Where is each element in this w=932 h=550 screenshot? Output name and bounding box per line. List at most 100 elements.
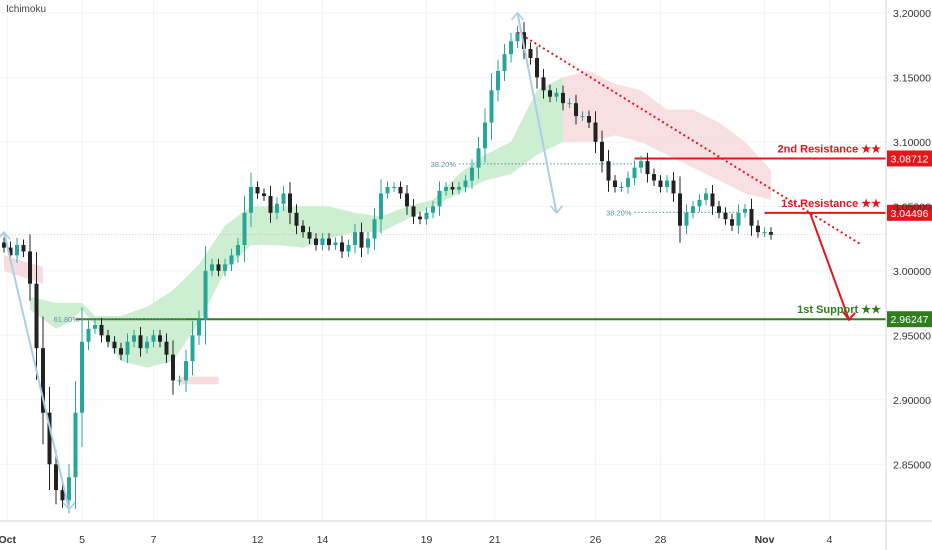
candle-body	[340, 242, 344, 252]
candle-body	[541, 77, 546, 91]
candle-body	[54, 464, 58, 491]
projection-arrow-line	[809, 212, 850, 321]
candle-body	[353, 232, 357, 246]
candle-body	[93, 324, 97, 329]
candle-body	[411, 206, 416, 217]
candle-body	[333, 242, 338, 246]
candle-body	[21, 245, 26, 252]
candle-body	[184, 361, 188, 381]
candle-body	[431, 206, 435, 213]
time-tick-label: 7	[151, 534, 157, 546]
first-support-price-value: 2.96247	[891, 314, 929, 326]
candle-body	[73, 412, 78, 478]
price-tick-label: 2.85000	[893, 459, 931, 471]
candle-body	[606, 161, 611, 181]
candle-body	[346, 245, 351, 252]
candle-body	[112, 341, 117, 349]
projection-arrow-head	[842, 311, 856, 322]
candle-body	[769, 232, 773, 235]
time-tick-label: 26	[590, 534, 602, 546]
time-tick-label: Nov	[755, 534, 775, 546]
swing-line	[3, 231, 70, 510]
swing-chevron-top	[0, 230, 11, 240]
candle-body	[671, 180, 676, 194]
chart-grid	[0, 0, 886, 521]
cloud-segment	[179, 376, 219, 385]
chart-annotations	[0, 11, 863, 511]
candle-body	[587, 116, 591, 123]
second-resistance-price-value: 3.08712	[891, 153, 929, 165]
candle-body	[281, 193, 286, 204]
candle-body	[398, 186, 403, 194]
candle-body	[678, 193, 682, 226]
price-axis[interactable]: 3.20000 3.15000 3.10000 3.05000 3.00000 2.950…	[885, 0, 931, 550]
candle-body	[496, 70, 500, 91]
swing-chevron-top	[510, 11, 525, 21]
candle-body	[249, 186, 253, 213]
time-tick-label: 19	[421, 534, 433, 546]
candle-body	[444, 186, 448, 191]
candle-body	[372, 219, 377, 239]
candle-body	[723, 212, 728, 220]
cloud-segment	[69, 303, 82, 323]
price-tick-label: 3.05000	[893, 201, 931, 213]
cloud-segment	[381, 206, 407, 233]
candle-body	[138, 335, 143, 349]
candle-body	[125, 341, 130, 355]
candle-body	[639, 161, 643, 168]
candle-body	[60, 490, 65, 501]
candle-body	[288, 193, 292, 213]
candle-body	[294, 212, 299, 226]
candle-body	[626, 177, 630, 187]
first-support-label: 1st Support ★★	[797, 304, 881, 316]
candle-body	[691, 206, 695, 213]
candle-body	[2, 242, 6, 248]
candle-body	[619, 186, 624, 188]
candle-body	[145, 341, 149, 349]
price-tick-label: 2.90000	[893, 395, 931, 407]
time-tick-label: 14	[317, 534, 329, 546]
indicator-label: Ichimoku	[6, 4, 47, 15]
candle-body	[236, 245, 240, 256]
candle-body	[548, 90, 552, 97]
candle-body	[593, 122, 598, 142]
candle-body	[470, 167, 474, 181]
candle-body	[697, 199, 702, 207]
candle-body	[457, 186, 461, 190]
candle-body	[561, 92, 565, 104]
candle-body	[509, 41, 513, 55]
candle-body	[106, 335, 110, 342]
price-tick-label: 3.15000	[893, 72, 931, 84]
candle-body	[216, 264, 221, 271]
price-tick-label: 3.20000	[893, 8, 931, 20]
ichimoku-cloud	[4, 70, 771, 385]
candle-body	[554, 92, 559, 97]
candle-body	[164, 341, 169, 355]
candle-body	[645, 161, 650, 175]
candle-body	[730, 219, 734, 226]
candle-body	[177, 380, 182, 382]
candle-body	[28, 251, 32, 284]
time-tick-label: 5	[79, 534, 85, 546]
candle-body	[483, 122, 487, 149]
price-tick-label: 3.10000	[893, 137, 931, 149]
fib-label: 38.20%	[431, 160, 457, 169]
candle-body	[567, 103, 572, 105]
candle-body	[704, 193, 708, 200]
time-tick-label: 12	[252, 534, 264, 546]
candle-body	[613, 180, 617, 187]
candle-body	[385, 186, 390, 194]
cloud-segment	[173, 264, 199, 362]
cloud-segment	[693, 109, 719, 181]
candle-body	[463, 180, 468, 187]
first-support-price-tag	[887, 311, 932, 328]
candle-body	[574, 103, 578, 117]
fib-label: 38.20%	[606, 208, 632, 217]
price-tick-label: 2.95000	[893, 330, 931, 342]
candle-body	[665, 180, 669, 187]
candle-body	[405, 193, 409, 207]
time-axis[interactable]: Oct 5 7 12 14 19 21 26 28 Nov 4	[0, 520, 932, 546]
candle-body	[424, 212, 429, 220]
time-tick-label: Oct	[0, 534, 16, 546]
